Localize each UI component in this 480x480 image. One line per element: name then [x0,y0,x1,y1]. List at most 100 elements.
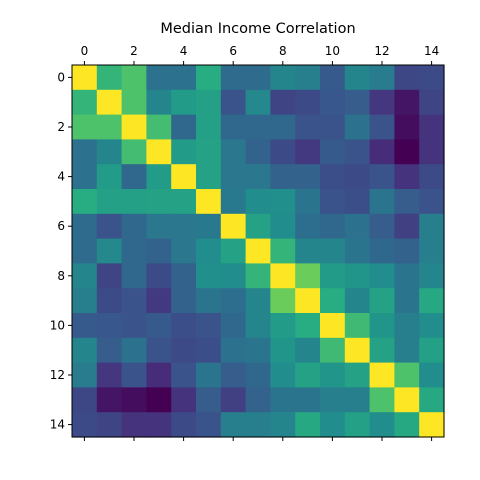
heatmap-cell-14-9 [295,412,321,438]
heatmap-cell-12-2 [121,362,147,388]
heatmap-cell-14-10 [320,412,346,438]
heatmap-cell-6-1 [96,213,123,240]
heatmap-cell-9-0 [72,288,98,314]
x-tick-label-4: 4 [180,44,188,58]
heatmap-cell-0-2 [121,65,147,91]
heatmap-cell-6-5 [196,213,222,240]
heatmap-cell-0-1 [96,65,123,91]
heatmap-cell-2-7 [245,114,271,140]
heatmap-cell-13-9 [295,387,321,413]
heatmap-cell-1-13 [394,89,420,116]
heatmap-cell-12-11 [344,362,371,388]
heatmap-cell-9-4 [171,288,197,314]
heatmap-cell-6-2 [121,213,147,240]
heatmap-cell-2-4 [171,114,197,140]
heatmap-cell-4-9 [295,164,321,190]
heatmap-cell-7-4 [171,238,197,264]
heatmap-cell-1-9 [295,89,321,116]
heatmap-cell-2-6 [220,114,247,140]
heatmap-cell-7-1 [96,238,123,264]
y-tick-label-8: 8 [57,269,65,283]
heatmap-cell-2-9 [295,114,321,140]
heatmap-cell-7-8 [270,238,296,264]
y-tick-label-2: 2 [57,120,65,134]
heatmap-cell-0-13 [394,65,420,91]
heatmap-cell-2-2 [121,114,147,140]
heatmap-cell-3-0 [72,139,98,165]
heatmap-cell-11-3 [146,337,172,364]
y-tick-label-12: 12 [50,368,65,382]
heatmap-cell-3-14 [419,139,445,165]
heatmap-cell-11-10 [320,337,346,364]
heatmap-cell-1-11 [344,89,371,116]
heatmap-cell-1-7 [245,89,271,116]
heatmap-cell-9-5 [196,288,222,314]
heatmap-cell-11-9 [295,337,321,364]
heatmap-cell-10-1 [96,313,123,339]
heatmap-cell-0-6 [220,65,247,91]
heatmap-cell-3-10 [320,139,346,165]
heatmap-cell-4-13 [394,164,420,190]
heatmap-cell-10-2 [121,313,147,339]
axis-ticks: 0 2 4 6 8 10 12 14 0 2 4 6 8 10 12 14 [50,44,439,441]
heatmap-cell-10-4 [171,313,197,339]
heatmap-cell-1-14 [419,89,445,116]
heatmap-cell-8-3 [146,263,172,289]
heatmap-cell-1-4 [171,89,197,116]
heatmap-cell-5-2 [121,189,147,215]
heatmap-cell-13-11 [344,387,371,413]
heatmap-cell-12-14 [419,362,445,388]
heatmap-cell-10-3 [146,313,172,339]
heatmap-cell-8-10 [320,263,346,289]
heatmap-cell-5-6 [220,189,247,215]
heatmap-cell-6-0 [72,213,98,240]
heatmap-cell-4-12 [369,164,395,190]
x-tick-label-10: 10 [325,44,340,58]
heatmap-cell-5-4 [171,189,197,215]
heatmap-cell-2-8 [270,114,296,140]
heatmap-cell-12-9 [295,362,321,388]
heatmap-cell-12-7 [245,362,271,388]
heatmap-cell-2-11 [344,114,371,140]
heatmap-cell-6-4 [171,213,197,240]
heatmap-cell-10-8 [270,313,296,339]
heatmap-cell-7-2 [121,238,147,264]
heatmap-cell-9-11 [344,288,371,314]
heatmap-cell-11-0 [72,337,98,364]
x-tick-label-8: 8 [279,44,287,58]
heatmap-cell-13-2 [121,387,147,413]
heatmap-cell-14-2 [121,412,147,438]
heatmap-cell-4-1 [96,164,123,190]
heatmap-cell-6-10 [320,213,346,240]
heatmap-cell-4-7 [245,164,271,190]
heatmap-cell-9-7 [245,288,271,314]
heatmap-cell-4-3 [146,164,172,190]
heatmap-cell-14-7 [245,412,271,438]
heatmap-cell-8-14 [419,263,445,289]
heatmap-cell-3-9 [295,139,321,165]
heatmap-cell-5-7 [245,189,271,215]
heatmap-cell-0-5 [196,65,222,91]
heatmap-cell-5-14 [419,189,445,215]
heatmap-cells [72,65,445,438]
heatmap-cell-6-9 [295,213,321,240]
heatmap-cell-13-4 [171,387,197,413]
heatmap-cell-12-4 [171,362,197,388]
heatmap-cell-13-5 [196,387,222,413]
heatmap-cell-8-0 [72,263,98,289]
heatmap-cell-8-1 [96,263,123,289]
heatmap-cell-0-8 [270,65,296,91]
heatmap-cell-11-1 [96,337,123,364]
heatmap-cell-11-6 [220,337,247,364]
heatmap-cell-3-8 [270,139,296,165]
heatmap-cell-9-6 [220,288,247,314]
heatmap-cell-0-9 [295,65,321,91]
heatmap-cell-9-14 [419,288,445,314]
heatmap-cell-5-5 [196,189,222,215]
heatmap-cell-1-3 [146,89,172,116]
heatmap-cell-10-13 [394,313,420,339]
y-tick-label-14: 14 [50,418,65,432]
y-tick-label-4: 4 [57,170,65,184]
heatmap-cell-14-14 [419,412,445,438]
